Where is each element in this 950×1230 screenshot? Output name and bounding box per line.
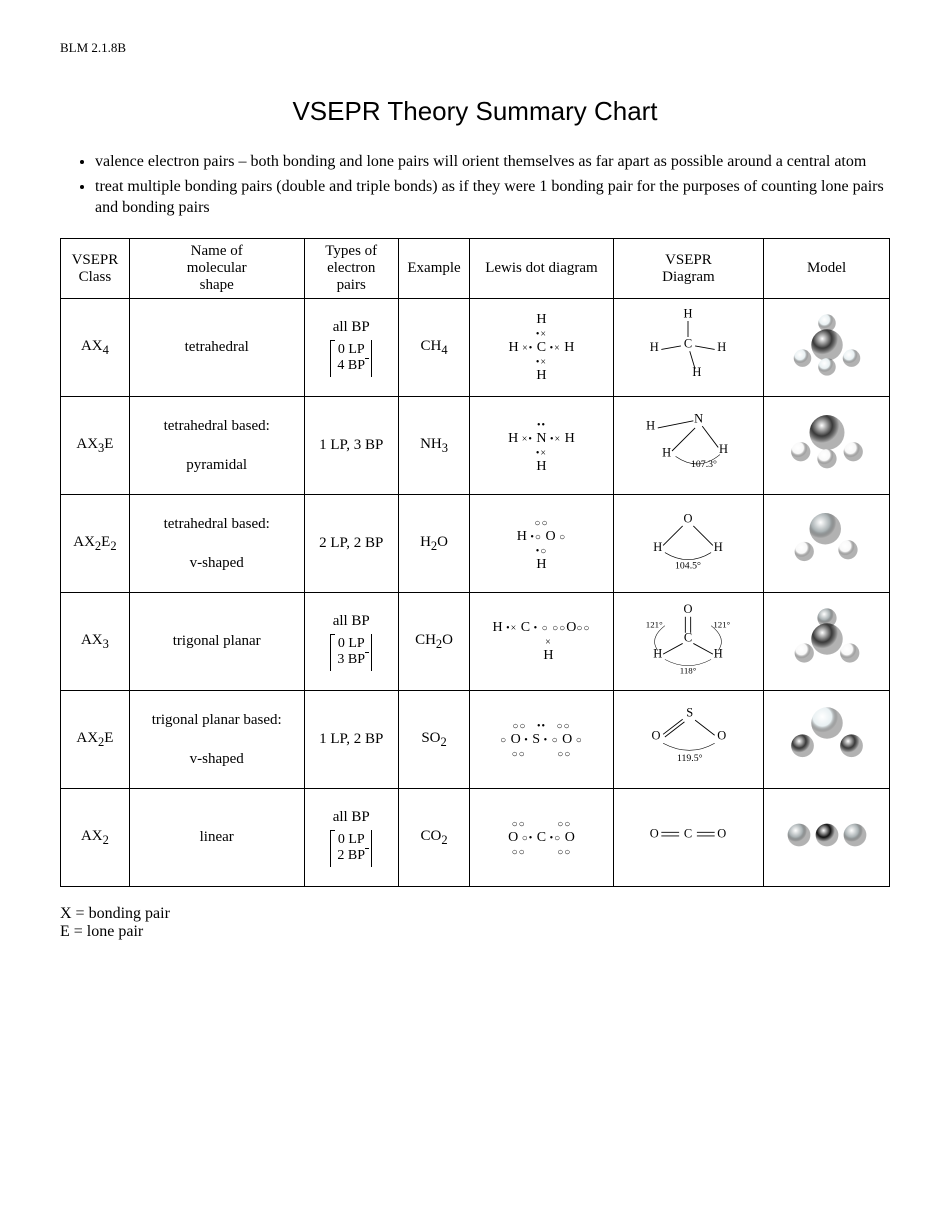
svg-text:O: O: [652, 729, 661, 743]
svg-text:H: H: [714, 540, 723, 554]
legend-line: X = bonding pair: [60, 905, 890, 923]
column-header: Example: [398, 239, 469, 299]
model-3d: [764, 495, 890, 593]
lewis-diagram: H•×H ×• C •× H•×H: [470, 299, 614, 397]
example-formula: H2O: [398, 495, 469, 593]
vsepr-diagram: S O O 119.5°: [613, 691, 763, 789]
shape-name: trigonal planar based:v-shaped: [129, 691, 304, 789]
vsepr-diagram: OCO: [613, 789, 763, 887]
electron-pairs: 1 LP, 3 BP: [304, 397, 398, 495]
legend: X = bonding pairE = lone pair: [60, 905, 890, 941]
svg-text:O: O: [718, 729, 727, 743]
electron-pairs: all BP0 LP4 BP: [304, 299, 398, 397]
svg-text:H: H: [693, 366, 702, 380]
vsepr-diagram: O H H 104.5°: [613, 495, 763, 593]
note-item: valence electron pairs – both bonding an…: [95, 152, 890, 173]
svg-text:O: O: [718, 827, 727, 841]
svg-text:121°: 121°: [714, 620, 731, 630]
table-row: AX3Etetrahedral based:pyramidal1 LP, 3 B…: [61, 397, 890, 495]
svg-text:C: C: [684, 827, 692, 841]
svg-text:O: O: [650, 827, 659, 841]
lewis-diagram: ○○H •○ O ○•○H: [470, 495, 614, 593]
table-body: AX4tetrahedralall BP0 LP4 BPCH4H•×H ×• C…: [61, 299, 890, 887]
vsepr-class: AX2E2: [61, 495, 130, 593]
column-header: Types ofelectronpairs: [304, 239, 398, 299]
table-row: AX3trigonal planarall BP0 LP3 BPCH2OH •×…: [61, 593, 890, 691]
svg-text:121°: 121°: [646, 620, 663, 630]
table-row: AX2Etrigonal planar based:v-shaped1 LP, …: [61, 691, 890, 789]
legend-line: E = lone pair: [60, 923, 890, 941]
model-3d: [764, 691, 890, 789]
vsepr-diagram: H C H H H: [613, 299, 763, 397]
header-code: BLM 2.1.8B: [60, 40, 890, 56]
svg-text:118°: 118°: [680, 666, 697, 676]
vsepr-diagram: NHHH107.3°: [613, 397, 763, 495]
example-formula: CO2: [398, 789, 469, 887]
electron-pairs: all BP0 LP2 BP: [304, 789, 398, 887]
svg-text:S: S: [687, 706, 694, 720]
example-formula: NH3: [398, 397, 469, 495]
column-header: Lewis dot diagram: [470, 239, 614, 299]
svg-text:H: H: [719, 442, 728, 456]
example-formula: CH4: [398, 299, 469, 397]
column-header: VSEPRDiagram: [613, 239, 763, 299]
model-3d: [764, 789, 890, 887]
column-header: VSEPRClass: [61, 239, 130, 299]
lewis-diagram: ○○ ○○O ○• C •○ O○○ ○○: [470, 789, 614, 887]
vsepr-class: AX4: [61, 299, 130, 397]
svg-text:H: H: [654, 540, 663, 554]
svg-text:O: O: [684, 603, 693, 617]
svg-text:H: H: [654, 647, 663, 661]
model-3d: [764, 593, 890, 691]
svg-text:N: N: [695, 412, 704, 426]
vsepr-class: AX2: [61, 789, 130, 887]
model-3d: [764, 299, 890, 397]
electron-pairs: 1 LP, 2 BP: [304, 691, 398, 789]
shape-name: trigonal planar: [129, 593, 304, 691]
table-row: AX2linearall BP0 LP2 BPCO2○○ ○○O ○• C •○…: [61, 789, 890, 887]
svg-text:H: H: [718, 341, 727, 355]
svg-text:H: H: [647, 419, 656, 433]
svg-text:O: O: [684, 512, 693, 526]
shape-name: tetrahedral: [129, 299, 304, 397]
vsepr-class: AX3: [61, 593, 130, 691]
shape-name: tetrahedral based:pyramidal: [129, 397, 304, 495]
column-header: Name ofmolecularshape: [129, 239, 304, 299]
note-item: treat multiple bonding pairs (double and…: [95, 177, 890, 219]
svg-text:107.3°: 107.3°: [691, 459, 717, 470]
table-row: AX4tetrahedralall BP0 LP4 BPCH4H•×H ×• C…: [61, 299, 890, 397]
column-header: Model: [764, 239, 890, 299]
lewis-diagram: ○○ •• ○○○ O • S • ○ O ○○○ ○○: [470, 691, 614, 789]
page-title: VSEPR Theory Summary Chart: [60, 96, 890, 127]
svg-text:C: C: [684, 337, 692, 351]
model-3d: [764, 397, 890, 495]
svg-text:104.5°: 104.5°: [675, 561, 701, 572]
example-formula: CH2O: [398, 593, 469, 691]
vsepr-table: VSEPRClassName ofmolecularshapeTypes ofe…: [60, 238, 890, 887]
shape-name: linear: [129, 789, 304, 887]
lewis-diagram: H •× C • ○ ○○O○○ × H: [470, 593, 614, 691]
svg-text:H: H: [650, 341, 659, 355]
svg-text:H: H: [714, 647, 723, 661]
example-formula: SO2: [398, 691, 469, 789]
svg-text:119.5°: 119.5°: [677, 753, 703, 764]
electron-pairs: all BP0 LP3 BP: [304, 593, 398, 691]
vsepr-class: AX3E: [61, 397, 130, 495]
electron-pairs: 2 LP, 2 BP: [304, 495, 398, 593]
lewis-diagram: ••H ×• N •× H•×H: [470, 397, 614, 495]
vsepr-diagram: OCHH121°121°118°: [613, 593, 763, 691]
header-row: VSEPRClassName ofmolecularshapeTypes ofe…: [61, 239, 890, 299]
table-row: AX2E2tetrahedral based:v-shaped2 LP, 2 B…: [61, 495, 890, 593]
vsepr-class: AX2E: [61, 691, 130, 789]
svg-text:H: H: [684, 307, 693, 321]
svg-text:H: H: [663, 446, 672, 460]
shape-name: tetrahedral based:v-shaped: [129, 495, 304, 593]
notes-list: valence electron pairs – both bonding an…: [95, 152, 890, 218]
